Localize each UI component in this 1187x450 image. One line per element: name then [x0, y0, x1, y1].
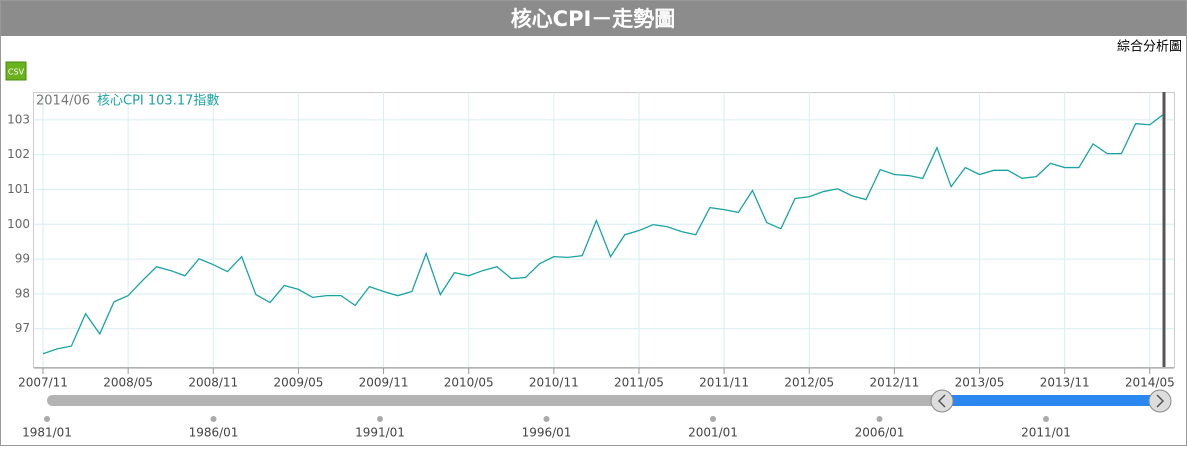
csv-button[interactable]	[5, 61, 27, 81]
navigator-label: 2001/01	[688, 426, 738, 440]
x-tick-label: 2011/05	[614, 376, 664, 390]
x-tick-label: 2011/11	[699, 376, 749, 390]
navigator-dot	[210, 416, 217, 422]
x-tick-label: 2012/11	[869, 376, 919, 390]
analysis-link[interactable]: 綜合分析圖	[1117, 40, 1182, 55]
x-tick-label: 2007/11	[18, 376, 68, 390]
y-tick-label: 98	[15, 286, 30, 300]
csv-label[interactable]: CSV	[8, 68, 25, 77]
navigator-dot	[44, 416, 50, 422]
page-title: 核心CPI－走勢圖	[511, 7, 676, 31]
tooltip-value: 核心CPI 103.17指數	[97, 94, 219, 109]
navigator-handle-left[interactable]	[930, 389, 954, 413]
x-tick-label: 2014/05	[1125, 376, 1175, 390]
header-bar	[1, 1, 1186, 36]
x-tick-label: 2012/05	[784, 376, 834, 390]
x-tick-label: 2010/05	[444, 376, 494, 390]
y-tick-label: 97	[15, 321, 30, 335]
y-tick-label: 99	[15, 252, 30, 266]
data-line	[42, 113, 1165, 355]
navigator-dot	[543, 416, 550, 422]
x-tick-label: 2008/11	[188, 376, 238, 390]
navigator-dot	[1043, 416, 1049, 422]
x-tick-label: 2009/05	[273, 376, 323, 390]
navigator-label: 2006/01	[855, 426, 905, 440]
y-tick-label: 102	[7, 147, 30, 161]
navigator-dot	[377, 416, 383, 422]
tooltip-date: 2014/06	[36, 94, 90, 109]
plot-frame	[33, 92, 1175, 368]
handle-arrow	[1156, 394, 1165, 408]
navigator-label: 1996/01	[522, 426, 572, 440]
x-tick-label: 2010/11	[529, 376, 579, 390]
navigator-handle-right[interactable]	[1148, 389, 1172, 413]
navigator-label: 2011/01	[1021, 426, 1071, 440]
navigator-label: 1986/01	[189, 426, 239, 440]
x-tick-label: 2008/05	[103, 376, 153, 390]
navigator-label: 1991/01	[355, 426, 405, 440]
navigator-dot	[710, 416, 716, 422]
x-tick-label: 2009/11	[359, 376, 409, 390]
y-tick-label: 103	[7, 112, 30, 126]
navigator-range[interactable]	[942, 395, 1160, 406]
navigator-track	[47, 395, 1160, 406]
y-tick-label: 100	[7, 217, 30, 231]
x-tick-label: 2013/05	[955, 376, 1005, 390]
handle-arrow	[937, 394, 946, 408]
x-tick-label: 2013/11	[1040, 376, 1090, 390]
y-tick-label: 101	[7, 182, 30, 196]
navigator-dot	[876, 416, 883, 422]
navigator-label: 1981/01	[22, 426, 72, 440]
